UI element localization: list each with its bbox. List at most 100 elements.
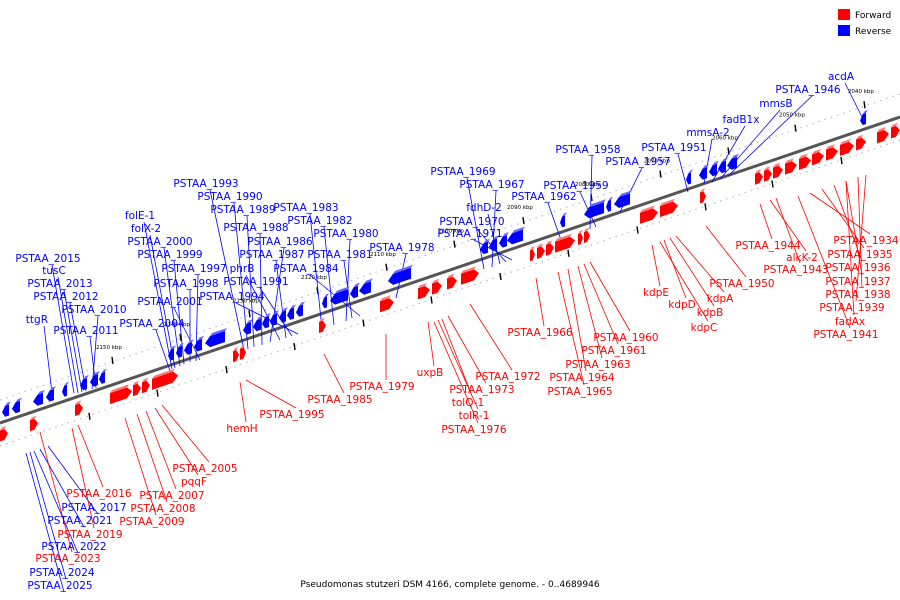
gene-arrow-body — [555, 236, 575, 253]
gene-label: PSTAA_1993 — [173, 178, 238, 190]
position-tick-label: 2040 kbp — [848, 89, 874, 95]
leader-line — [447, 315, 487, 384]
gene-arrow-body — [110, 387, 132, 405]
gene-label: PSTAA_1936 — [825, 262, 891, 274]
leader-line — [844, 82, 865, 122]
reverse-strand-guide — [0, 93, 900, 401]
gene-label: PSTAA_2007 — [139, 490, 204, 502]
reverse-gene-arrow — [489, 235, 499, 252]
leader-line — [491, 190, 497, 268]
gene-arrow-facet — [5, 401, 11, 406]
forward-gene-arrow — [319, 317, 326, 334]
upper-tick-mark — [316, 287, 319, 295]
reverse-gene-arrow — [860, 110, 868, 126]
gene-label: mmsA-2 — [686, 127, 729, 139]
leader-line — [245, 379, 297, 409]
gene-label: PSTAA_2010 — [61, 304, 126, 316]
gene-arrow-body — [578, 233, 583, 245]
gene-arrow-facet — [773, 162, 781, 168]
reverse-gene-arrow — [709, 160, 719, 177]
leader-line — [161, 404, 210, 463]
forward-gene-arrow — [840, 138, 854, 156]
gene-arrow-body — [826, 147, 838, 161]
gene-arrow-facet — [432, 278, 440, 284]
leader-line — [797, 195, 851, 329]
gene-arrow-body — [785, 161, 797, 175]
reverse-gene-arrow — [686, 169, 693, 185]
position-tick-label: 2080 kbp — [575, 182, 601, 188]
reverse-gene-arrow — [194, 335, 204, 352]
gene-arrow-body — [812, 152, 824, 166]
gene-label: PSTAA_1959 — [543, 180, 608, 192]
forward-gene-arrow — [142, 377, 150, 394]
gene-arrow-facet — [530, 246, 535, 251]
gene-arrow-facet — [256, 315, 263, 321]
gene-arrow-body — [359, 281, 371, 295]
forward-gene-arrow — [660, 198, 678, 218]
gene-label: PSTAA_1991 — [223, 276, 288, 288]
gene-arrow-facet — [133, 380, 140, 386]
gene-arrow-facet — [660, 198, 675, 207]
position-tick-label: 2140 kbp — [164, 322, 190, 328]
reverse-gene-arrow — [330, 286, 350, 305]
forward-gene-arrow — [856, 134, 866, 151]
leader-line — [323, 226, 335, 326]
gene-label: PSTAA_1962 — [511, 191, 576, 203]
gene-arrow-body — [46, 389, 54, 402]
reverse-gene-arrow — [614, 190, 632, 209]
upper-tick-mark — [111, 356, 114, 365]
leader-line — [821, 188, 865, 249]
gene-label: PSTAA_1944 — [735, 240, 801, 252]
gene-arrow-facet — [578, 230, 583, 234]
gene-arrow-body — [240, 347, 246, 360]
lower-tick-mark — [636, 226, 639, 234]
gene-arrow-facet — [299, 301, 305, 306]
position-tick-label: 2090 kbp — [507, 205, 533, 211]
lower-tick-mark — [499, 272, 502, 281]
lower-tick-mark — [225, 366, 228, 374]
gene-arrow-body — [606, 199, 611, 212]
gene-arrow-body — [530, 249, 535, 262]
gene-label: PSTAA_1943 — [763, 264, 828, 276]
upper-tick-mark — [659, 170, 662, 178]
reverse-gene-arrow — [80, 374, 89, 391]
gene-arrow-facet — [210, 328, 227, 337]
gene-arrow-body — [152, 371, 178, 390]
gene-arrow-body — [62, 384, 67, 397]
gene-label: PSTAA_1994 — [199, 291, 265, 303]
reverse-gene-arrow — [699, 164, 709, 180]
gene-arrow-body — [891, 125, 900, 139]
gene-arrow-facet — [731, 153, 739, 159]
leader-line — [39, 448, 85, 528]
forward-gene-arrow — [773, 162, 783, 179]
gene-arrow-body — [799, 156, 811, 170]
gene-arrow-facet — [240, 344, 246, 349]
reverse-gene-arrow — [2, 401, 11, 417]
gene-label: PSTAA_1989 — [210, 204, 275, 216]
gene-arrows — [0, 110, 900, 442]
gene-arrow-facet — [30, 415, 37, 421]
gene-label: PSTAA_1970 — [439, 216, 504, 228]
reverse-gene-arrow — [499, 232, 509, 248]
gene-label: PSTAA_1982 — [287, 215, 352, 227]
forward-gene-arrow — [380, 295, 394, 313]
gene-label: PSTAA_2022 — [41, 541, 106, 553]
gene-label: PSTAA_1964 — [549, 372, 615, 384]
gene-arrow-body — [176, 345, 182, 358]
gene-arrow-facet — [37, 389, 45, 395]
forward-gene-arrow — [555, 233, 575, 253]
forward-gene-arrow — [785, 158, 797, 175]
gene-arrow-facet — [461, 266, 476, 274]
gene-label: kdpE — [643, 287, 669, 299]
leader-line — [583, 263, 619, 345]
leader-line — [209, 189, 245, 351]
forward-gene-arrow — [877, 126, 889, 144]
gene-arrow-body — [447, 276, 457, 290]
gene-arrow-body — [546, 243, 554, 256]
gene-label: tolR-1 — [459, 410, 490, 422]
gene-label: PSTAA_2017 — [61, 502, 126, 514]
forward-gene-arrow — [233, 347, 239, 363]
gene-arrow-body — [80, 377, 87, 391]
position-tick-label: 2100 kbp — [438, 229, 464, 235]
